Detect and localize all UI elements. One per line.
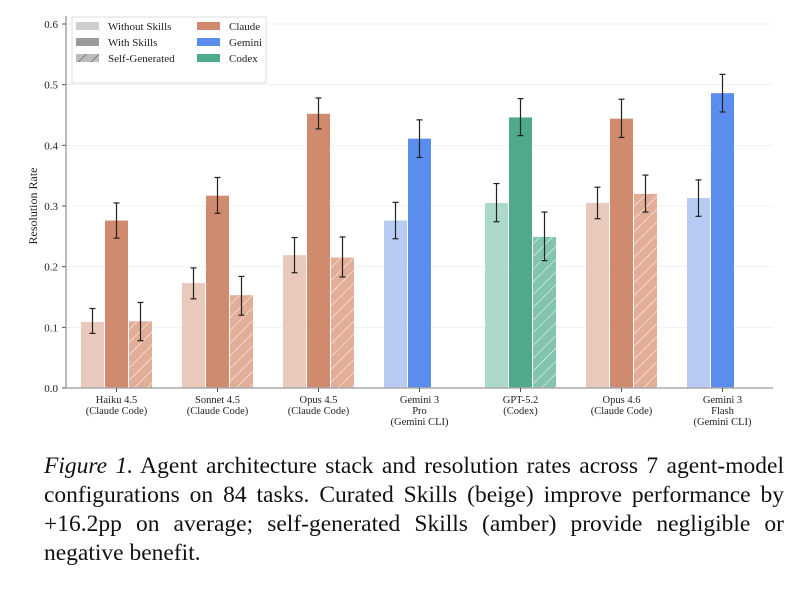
y-tick-label: 0.4 [44, 140, 58, 152]
error-bar [238, 275, 245, 316]
x-tick-label: Gemini 3 [703, 395, 742, 406]
bar-hatch [230, 295, 253, 388]
bar-hatch [331, 257, 354, 388]
x-tick-label: Gemini 3 [400, 395, 439, 406]
bar-without-skills [485, 202, 508, 388]
bar-with-skills [307, 113, 330, 388]
y-tick-label: 0.6 [44, 19, 58, 31]
bar-without-skills [586, 202, 609, 388]
y-axis-label: Resolution Rate [26, 168, 40, 245]
x-tick-label: (Gemini CLI) [693, 417, 752, 428]
legend-swatch [76, 38, 99, 46]
error-bar [618, 98, 625, 139]
legend-label: Claude [229, 21, 260, 33]
caption-text: Agent architecture stack and resolution … [44, 453, 784, 566]
bar-with-skills [711, 93, 734, 388]
legend-label: Codex [229, 53, 258, 65]
x-tick-label: (Claude Code) [187, 406, 249, 417]
y-tick-label: 0.5 [44, 80, 58, 92]
legend-swatch-claude [197, 22, 220, 30]
y-tick-label: 0.1 [44, 322, 58, 334]
x-tick-label: Opus 4.5 [300, 395, 338, 406]
error-bar [339, 236, 346, 278]
legend-hatch [76, 54, 99, 62]
bar-hatch [129, 321, 152, 388]
x-tick-label: (Claude Code) [86, 406, 148, 417]
bar-with-skills [105, 220, 128, 388]
x-tick-label: (Gemini CLI) [390, 417, 449, 428]
bar-hatch [634, 193, 657, 388]
error-bar [493, 182, 500, 223]
error-bar [416, 119, 423, 159]
y-tick-label: 0.2 [44, 262, 58, 274]
bar-with-skills [206, 195, 229, 388]
legend-box [71, 16, 267, 84]
caption-label: Figure 1. [44, 453, 134, 479]
error-bar [113, 202, 120, 239]
x-tick-label: Opus 4.6 [603, 395, 641, 406]
bars [81, 73, 734, 388]
error-bar [642, 174, 649, 213]
legend-label: With Skills [108, 37, 157, 49]
x-tick-label: Haiku 4.5 [96, 395, 137, 406]
bar-with-skills [509, 117, 532, 388]
y-tick-label: 0.3 [44, 201, 58, 213]
x-tick-label: (Codex) [503, 406, 538, 417]
legend: Without Skills With Skills Self-Generated C… [71, 16, 267, 84]
error-bar [594, 186, 601, 220]
legend-swatch-gemini [197, 38, 220, 46]
error-bar [190, 267, 197, 300]
x-tick-label: (Claude Code) [591, 406, 653, 417]
error-bar [291, 236, 298, 274]
bar-without-skills [182, 283, 205, 388]
figure-caption: Figure 1. Agent architecture stack and r… [44, 452, 784, 568]
error-bar [719, 73, 726, 113]
bar-with-skills [408, 138, 431, 388]
legend-label: Without Skills [108, 21, 171, 33]
bar-without-skills [81, 321, 104, 388]
error-bar [517, 98, 524, 137]
bar-without-skills [384, 220, 407, 388]
legend-swatch-codex [197, 54, 220, 62]
bar-without-skills [283, 255, 306, 388]
y-tick-label: 0.0 [44, 383, 58, 395]
x-tick-label: GPT-5.2 [503, 395, 539, 406]
x-tick-label: Sonnet 4.5 [195, 395, 240, 406]
legend-swatch [76, 22, 99, 30]
x-tick-label: Flash [711, 406, 735, 417]
error-bar [392, 201, 399, 240]
bar-with-skills [610, 118, 633, 388]
error-bar [315, 97, 322, 130]
x-tick-label: Pro [412, 406, 427, 417]
bar-hatch [533, 236, 556, 388]
bar-without-skills [687, 198, 710, 388]
error-bar [695, 179, 702, 217]
legend-label: Gemini [229, 37, 262, 49]
x-tick-label: (Claude Code) [288, 406, 350, 417]
error-bar [541, 211, 548, 262]
error-bar [214, 176, 221, 214]
error-bar [137, 301, 144, 342]
error-bar [89, 307, 96, 334]
legend-label: Self-Generated [108, 53, 175, 65]
